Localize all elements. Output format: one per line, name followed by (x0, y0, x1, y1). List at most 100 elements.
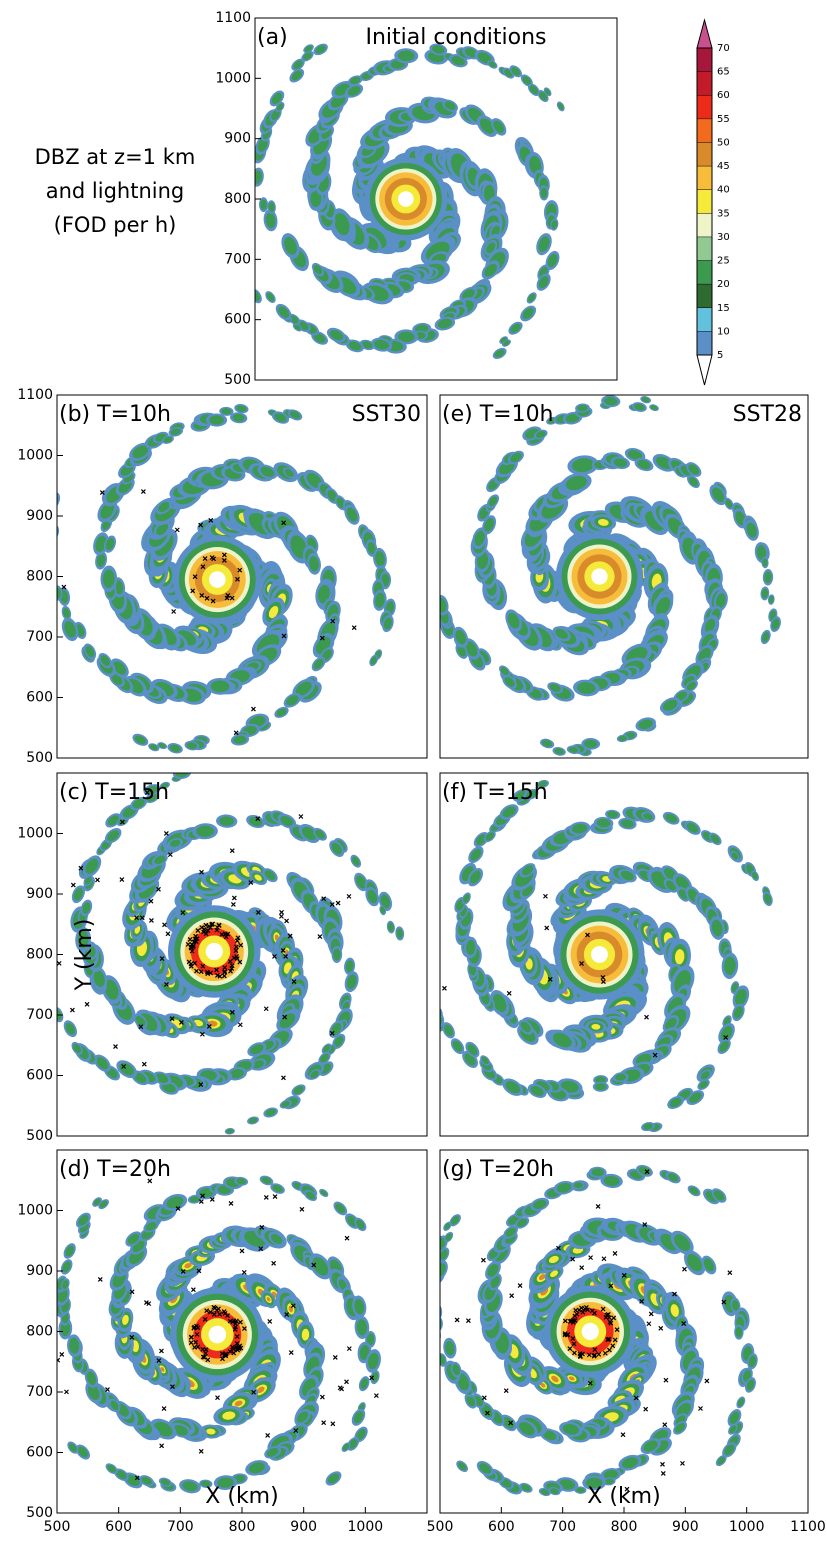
lightning-mark (660, 1462, 664, 1466)
lightning-mark (266, 1433, 270, 1437)
y-tick-label: 900 (224, 131, 251, 147)
figure-label: and lightning (46, 179, 185, 203)
x-tick-label: 500 (44, 1519, 71, 1535)
lightning-mark (164, 831, 168, 835)
x-tick-label: 700 (549, 1519, 576, 1535)
x-tick-label: 600 (488, 1519, 515, 1535)
lightning-mark (231, 902, 235, 906)
lightning-mark (442, 986, 446, 990)
rainband (242, 286, 254, 300)
lightning-mark (728, 1271, 732, 1275)
rainband (40, 553, 50, 567)
lightning-mark (482, 1396, 486, 1400)
reflectivity-field (423, 1163, 759, 1498)
panel-subtitle: SST30 (352, 402, 421, 427)
y-tick-label: 800 (224, 191, 251, 207)
lightning-mark (455, 1318, 459, 1322)
y-tick-label: 900 (26, 886, 53, 902)
lightning-mark (242, 1270, 246, 1274)
lightning-mark (340, 1387, 344, 1391)
rainband (422, 538, 435, 555)
lightning-mark (251, 707, 255, 711)
lightning-mark (645, 1015, 649, 1019)
lightning-mark (95, 878, 99, 882)
lightning-mark (105, 1388, 109, 1392)
y-tick-label: 1000 (17, 1203, 53, 1219)
rainband (433, 1316, 443, 1331)
rainband (431, 1274, 438, 1283)
lightning-mark (647, 1322, 651, 1326)
eyewall (209, 571, 226, 588)
rainband (44, 544, 58, 563)
lightning-mark (57, 961, 61, 965)
lightning-mark (98, 1277, 102, 1281)
lightning-mark (281, 1076, 285, 1080)
y-tick-label: 900 (26, 1263, 53, 1279)
lightning-mark (602, 1257, 606, 1261)
lightning-mark (331, 1422, 335, 1426)
rainband (428, 512, 438, 525)
lightning-mark (518, 1284, 522, 1288)
lightning-mark (663, 1423, 667, 1427)
lightning-mark (289, 1351, 293, 1355)
y-tick-label: 500 (224, 372, 251, 388)
figure-label: DBZ at z=1 km (35, 145, 196, 169)
panel-title: (b) T=10h (59, 402, 171, 427)
lightning-mark (216, 1396, 220, 1400)
lightning-mark (705, 1379, 709, 1383)
eyewall (398, 191, 414, 207)
figure-label: (FOD per h) (54, 213, 177, 237)
lightning-mark (699, 1406, 703, 1410)
lightning-mark (264, 1195, 268, 1199)
y-tick-label: 600 (26, 1445, 53, 1461)
lightning-mark (175, 528, 179, 532)
lightning-mark (273, 1195, 277, 1199)
lightning-mark (481, 1258, 485, 1262)
panel-title: (d) T=20h (59, 1157, 171, 1182)
lightning-mark (374, 1394, 378, 1398)
lightning-mark (166, 932, 170, 936)
y-tick-label: 800 (26, 947, 53, 963)
colorbar-band (697, 308, 712, 332)
rainband (35, 965, 42, 976)
rainband (418, 523, 429, 537)
lightning-mark (680, 1461, 684, 1465)
lightning-mark (280, 910, 284, 914)
x-tick-label: 800 (611, 1519, 638, 1535)
y-tick-label: 800 (26, 1324, 53, 1340)
panel-title: (f) T=15h (442, 780, 548, 805)
lightning-mark (336, 901, 340, 905)
lightning-mark (238, 1023, 242, 1027)
y-tick-label: 700 (26, 629, 53, 645)
x-tick-label: 700 (167, 1519, 194, 1535)
rainband (427, 551, 438, 568)
rainband (416, 520, 432, 540)
x-axis-label: X (km) (587, 1484, 660, 1509)
rainband (46, 523, 61, 542)
x-tick-label: 1000 (729, 1519, 765, 1535)
lightning-mark (120, 878, 124, 882)
reflectivity-field (240, 41, 567, 361)
lightning-mark (543, 894, 547, 898)
x-tick-label: 900 (290, 1519, 317, 1535)
colorbar-band (697, 331, 712, 355)
lightning-mark (661, 1471, 665, 1475)
lightning-mark (232, 896, 236, 900)
reflectivity-field (53, 1174, 382, 1495)
lightning-mark (114, 1045, 118, 1049)
lightning-mark (664, 1378, 668, 1382)
lightning-mark (264, 1007, 268, 1011)
lightning-mark (60, 1352, 64, 1356)
lightning-mark (64, 1390, 68, 1394)
lightning-mark (279, 914, 283, 918)
lightning-mark (322, 1421, 326, 1425)
lightning-mark (210, 1197, 214, 1201)
rainband (40, 997, 47, 1006)
lightning-mark (504, 1389, 508, 1393)
x-tick-label: 1000 (348, 1519, 384, 1535)
rainband (432, 593, 441, 606)
lightning-mark (70, 1008, 74, 1012)
lightning-mark (318, 935, 322, 939)
rainband (426, 509, 440, 527)
colorbar-band (697, 284, 712, 308)
